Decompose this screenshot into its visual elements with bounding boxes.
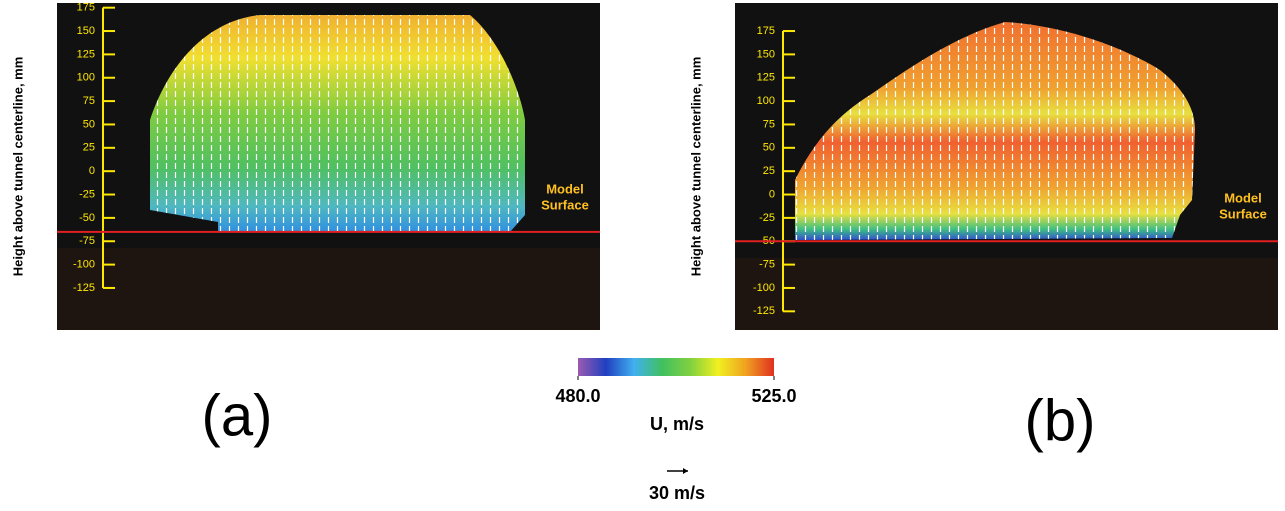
colorbar-tick-label: 480.0 [555, 386, 600, 406]
y-tick-label: -75 [759, 259, 775, 271]
y-tick-label: 100 [757, 95, 775, 107]
y-tick-label: -75 [79, 235, 95, 247]
y-tick-label: -50 [79, 212, 95, 224]
colorbar [578, 358, 774, 376]
y-tick-label: -125 [73, 282, 95, 294]
y-tick-label: 0 [89, 165, 95, 177]
velocity-vectors [150, 15, 525, 232]
model-region [735, 258, 1278, 330]
y-tick-label: 100 [77, 72, 95, 84]
y-axis-label: Height above tunnel centerline, mm [688, 57, 703, 277]
annotation: Model [546, 181, 584, 196]
colorbar-tick-label: 525.0 [751, 386, 796, 406]
reference-arrow-head [683, 468, 688, 474]
y-tick-label: 125 [757, 72, 775, 84]
y-tick-label: 150 [757, 48, 775, 60]
annotation: Surface [541, 197, 589, 212]
y-tick-label: -25 [759, 212, 775, 224]
velocity-vectors [795, 22, 1195, 240]
y-tick-label: 50 [83, 118, 95, 130]
y-tick-label: 50 [763, 142, 775, 154]
y-tick-label: 25 [763, 165, 775, 177]
reference-vector-label: 30 m/s [649, 483, 705, 503]
y-tick-label: 150 [77, 25, 95, 37]
panel: 175 150 125 100 75 50 25 0 -25 -50 -75 -100 -125 Mode… [10, 2, 600, 448]
model-region [57, 248, 600, 330]
y-tick-label: 25 [83, 142, 95, 154]
y-tick-label: 75 [763, 118, 775, 130]
y-tick-label: 125 [77, 48, 95, 60]
annotation: Surface [1219, 207, 1267, 222]
annotation: Model [1224, 191, 1262, 206]
y-tick-label: -100 [753, 282, 775, 294]
panel: 1751501251007550250-25-50-75-100-125Mode… [688, 3, 1278, 453]
panel-label: (a) [202, 383, 273, 448]
y-tick-label: 75 [83, 95, 95, 107]
y-tick-label: 175 [77, 2, 95, 14]
y-axis-label: Height above tunnel centerline, mm [10, 57, 25, 277]
panel-label: (b) [1025, 388, 1096, 453]
y-tick-label: -25 [79, 188, 95, 200]
y-tick-label: 175 [757, 25, 775, 37]
colorbar-label: U, m/s [650, 414, 704, 434]
y-tick-label: -125 [753, 305, 775, 317]
y-tick-label: -100 [73, 259, 95, 271]
y-tick-label: 0 [769, 188, 775, 200]
